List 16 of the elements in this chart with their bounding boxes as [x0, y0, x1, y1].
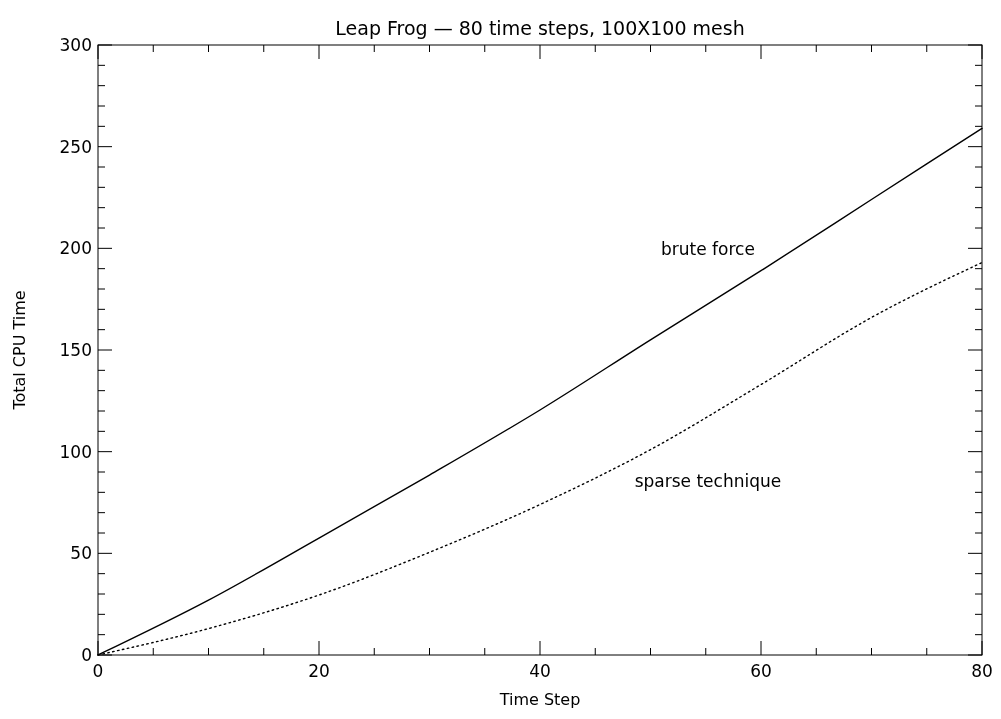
x-tick-label: 80 — [971, 661, 993, 681]
y-tick-label: 100 — [59, 441, 92, 462]
chart-title: Leap Frog — 80 time steps, 100X100 mesh — [335, 17, 745, 39]
x-axis-title: Time Step — [498, 690, 581, 709]
x-tick-label: 40 — [529, 661, 551, 681]
y-tick-label: 200 — [59, 238, 92, 259]
y-tick-label: 150 — [59, 339, 92, 360]
y-tick-label: 250 — [59, 136, 92, 157]
x-tick-label: 20 — [308, 661, 330, 681]
y-tick-label: 0 — [81, 644, 92, 665]
y-axis-title: Total CPU Time — [10, 290, 29, 411]
x-tick-label: 60 — [750, 661, 772, 681]
y-tick-label: 50 — [70, 543, 92, 564]
series-label: brute force — [661, 238, 755, 259]
series-label: sparse technique — [634, 470, 782, 491]
y-tick-label: 300 — [59, 34, 92, 55]
